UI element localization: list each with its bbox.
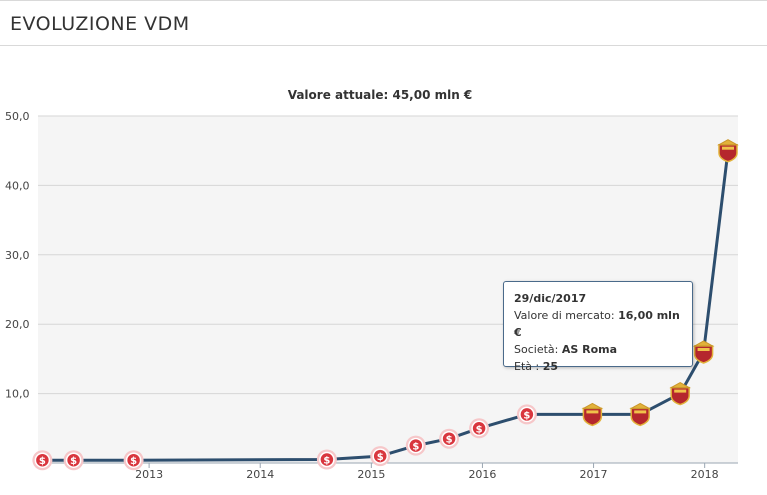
club-crest-icon[interactable] <box>629 402 652 427</box>
y-tick-label: 20,0 <box>5 318 30 331</box>
tooltip-date: 29/dic/2017 <box>514 292 587 305</box>
top-border <box>0 0 767 1</box>
tooltip-club-label: Società: <box>514 343 559 356</box>
money-icon[interactable]: $ <box>123 450 144 471</box>
svg-text:$: $ <box>523 410 530 421</box>
money-icon[interactable]: $ <box>63 450 84 471</box>
y-tick-label: 40,0 <box>5 179 30 192</box>
club-crest-icon[interactable] <box>581 402 604 427</box>
x-tick-label: 2017 <box>580 468 608 481</box>
x-axis: 2013 2014 2015 2016 2017 2018 <box>38 462 738 481</box>
tooltip-age-row: Età : 25 <box>514 358 682 375</box>
money-icon[interactable]: $ <box>32 450 53 471</box>
svg-text:$: $ <box>476 424 483 435</box>
svg-text:$: $ <box>130 456 137 467</box>
y-axis-labels: 10,0 20,0 30,0 40,0 50,0 <box>5 110 30 401</box>
svg-text:$: $ <box>446 435 453 446</box>
svg-text:$: $ <box>323 456 330 467</box>
money-icon[interactable]: $ <box>516 404 537 425</box>
y-tick-label: 30,0 <box>5 249 30 262</box>
tooltip-age-value: 25 <box>542 360 559 373</box>
money-icon[interactable]: $ <box>405 435 426 456</box>
money-icon[interactable]: $ <box>316 449 337 470</box>
x-tick-label: 2015 <box>357 468 385 481</box>
tooltip-market-row: Valore di mercato: 16,00 mln € <box>514 307 682 341</box>
y-tick-label: 10,0 <box>5 388 30 401</box>
money-icon[interactable]: $ <box>370 446 391 467</box>
tooltip-age-label: Età : <box>514 360 540 373</box>
data-point-tooltip: 29/dic/2017 Valore di mercato: 16,00 mln… <box>503 281 693 373</box>
tooltip-market-label: Valore di mercato: <box>514 309 615 322</box>
svg-text:$: $ <box>377 452 384 463</box>
grid-lines <box>38 115 738 395</box>
svg-text:$: $ <box>39 456 46 467</box>
club-crest-icon[interactable] <box>692 340 715 364</box>
section-title: EVOLUZIONE VDM <box>10 13 190 35</box>
x-tick-label: 2013 <box>135 468 163 481</box>
x-tick-label: 2018 <box>691 468 719 481</box>
money-icon[interactable]: $ <box>469 418 490 439</box>
money-icon[interactable]: $ <box>439 428 460 449</box>
section-header: EVOLUZIONE VDM <box>0 0 767 46</box>
x-tick-label: 2014 <box>246 468 274 481</box>
tooltip-market-value: 16,00 mln € <box>514 309 680 339</box>
svg-text:$: $ <box>412 442 419 453</box>
y-tick-label: 50,0 <box>5 110 30 123</box>
club-crest-icon[interactable] <box>669 382 692 406</box>
x-tick-label: 2016 <box>468 468 496 481</box>
club-crest-icon[interactable] <box>717 139 739 163</box>
svg-text:$: $ <box>70 456 77 467</box>
chart-title: Valore attuale: 45,00 mln € <box>288 88 473 102</box>
tooltip-club-row: Società: AS Roma <box>514 341 682 358</box>
data-points[interactable]: $ $ $ $ $ $ $ $ $ <box>32 139 739 471</box>
tooltip-club-value: AS Roma <box>561 343 618 356</box>
